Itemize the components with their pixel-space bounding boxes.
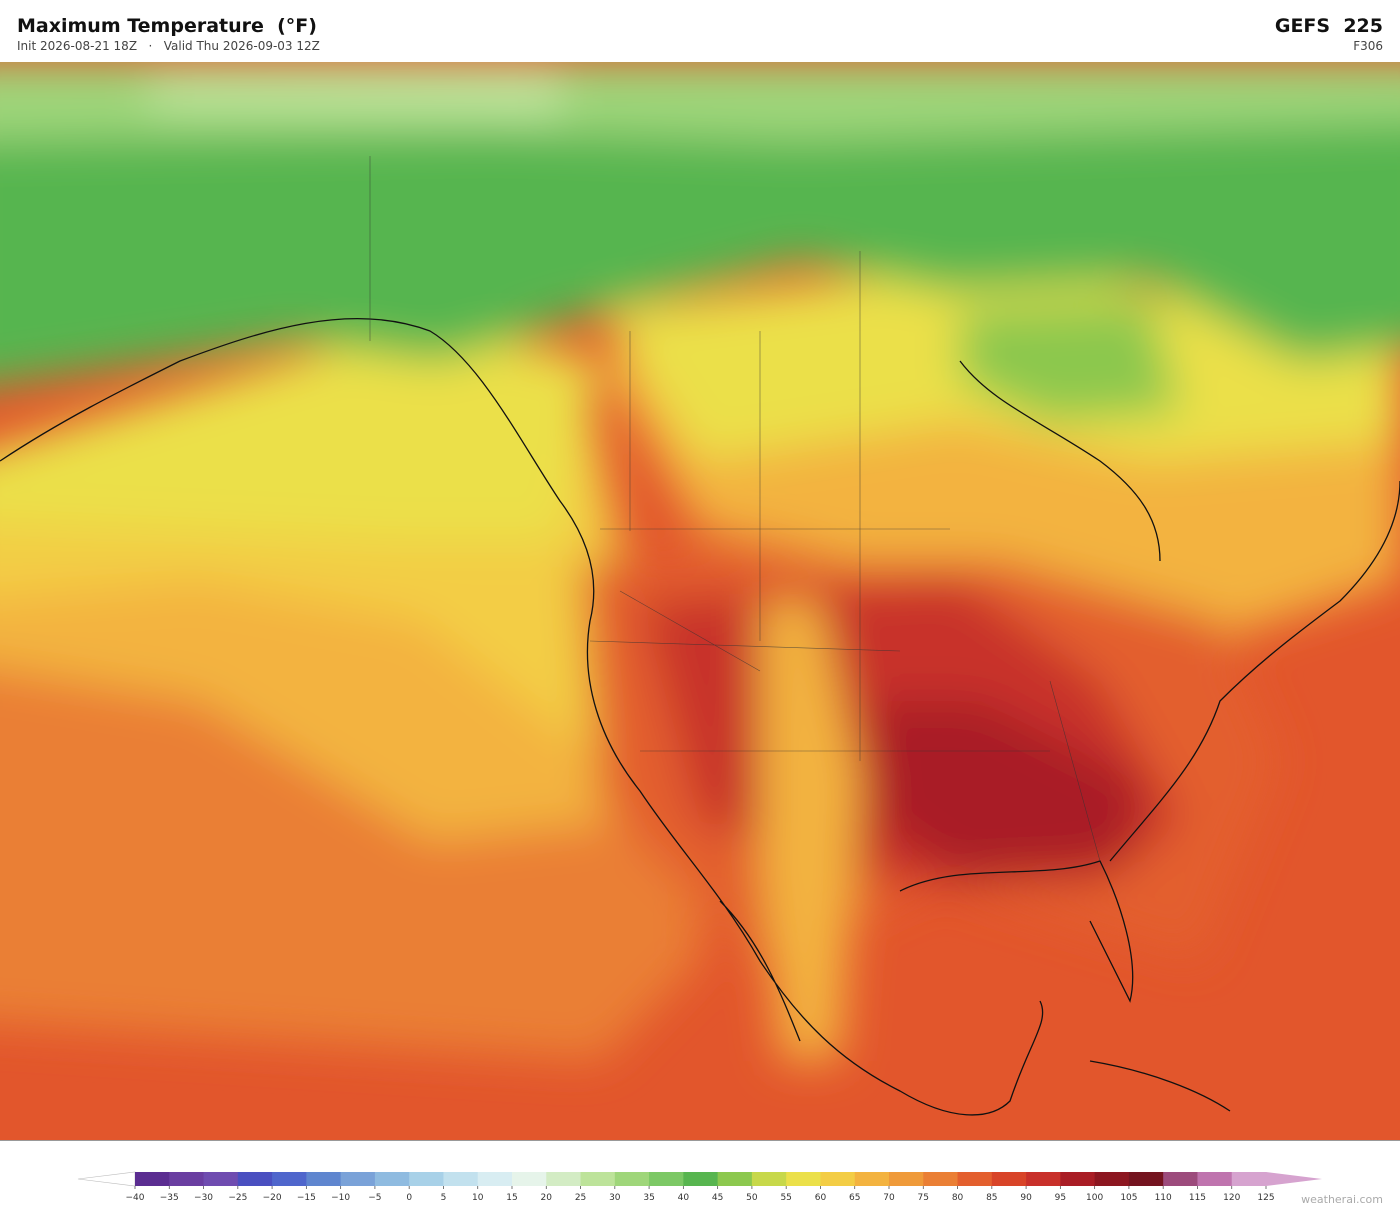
colorbar: −40 −35 −30 −25 −20 −15 −10 −5 0 5 10 15 20 25 30 35 40 4… (77, 1171, 1322, 1203)
colorbar-bin (854, 1172, 890, 1186)
colorbar-bin (786, 1172, 821, 1186)
colorbar-bin (340, 1172, 376, 1186)
colorbar-bin (649, 1172, 684, 1186)
colorbar-bin (1197, 1172, 1233, 1186)
colorbar-bin (1026, 1172, 1061, 1186)
colorbar-bin (820, 1172, 856, 1186)
colorbar-tick-label: 20 (541, 1193, 553, 1203)
colorbar-bin (580, 1172, 616, 1186)
credit: weatherai.com (1301, 1193, 1383, 1206)
colorbar-tick-label: 85 (986, 1193, 997, 1203)
forecast-hour: F306 (1353, 39, 1383, 53)
colorbar-bin (614, 1172, 650, 1186)
colorbar-tick-label: 45 (712, 1193, 723, 1203)
colorbar-bin (683, 1172, 719, 1186)
colorbar-bin (443, 1172, 479, 1186)
colorbar-tick-label: 25 (575, 1193, 586, 1203)
colorbar-bin (169, 1172, 205, 1186)
colorbar-bin (409, 1172, 444, 1186)
colorbar-tick-label: 105 (1120, 1193, 1137, 1203)
colorbar-tick-label: −10 (331, 1193, 350, 1203)
colorbar-tick-label: −40 (126, 1193, 145, 1203)
colorbar-bin (1060, 1172, 1096, 1186)
colorbar-bin (957, 1172, 993, 1186)
colorbar-tick-label: −25 (228, 1193, 247, 1203)
colorbar-tick-label: 50 (746, 1193, 758, 1203)
colorbar-bin (546, 1172, 582, 1186)
colorbar-tick-label: 15 (506, 1193, 517, 1203)
colorbar-under (77, 1171, 136, 1187)
colorbar-tick-label: 55 (780, 1193, 791, 1203)
map (0, 62, 1400, 1140)
colorbar-bin (374, 1172, 410, 1186)
colorbar-bin (237, 1172, 273, 1186)
model: GEFS 225 (1274, 15, 1383, 37)
colorbar-bin (1128, 1172, 1164, 1186)
colorbar-tick-label: 65 (849, 1193, 860, 1203)
colorbar-tick-label: 120 (1223, 1193, 1240, 1203)
colorbar-bin (991, 1172, 1027, 1186)
colorbar-tick-label: −15 (297, 1193, 316, 1203)
colorbar-bin (751, 1172, 787, 1186)
colorbar-over (1266, 1172, 1322, 1186)
colorbar-tick-label: −35 (160, 1193, 179, 1203)
colorbar-bin (135, 1172, 170, 1186)
colorbar-tick-label: 125 (1257, 1193, 1274, 1203)
colorbar-tick-label: 10 (472, 1193, 484, 1203)
borders (369, 156, 1101, 862)
colorbar-bin (1094, 1172, 1130, 1186)
colorbar-bin (889, 1172, 924, 1186)
colorbar-tick-label: 95 (1055, 1193, 1066, 1203)
colorbar-tick-label: 100 (1086, 1193, 1103, 1203)
temperature-field (0, 62, 1400, 1061)
colorbar-bin (1231, 1172, 1267, 1186)
colorbar-tick-label: −5 (368, 1193, 381, 1203)
colorbar-tick-label: 115 (1189, 1193, 1206, 1203)
colorbar-bin (1163, 1172, 1198, 1186)
colorbar-tick-label: −20 (263, 1193, 282, 1203)
colorbar-tick-label: 70 (883, 1193, 895, 1203)
coastline (0, 317, 1400, 1116)
colorbar-bin (923, 1172, 959, 1186)
colorbar-tick-label: 75 (918, 1193, 929, 1203)
colorbar-tick-label: 30 (609, 1193, 621, 1203)
colorbar-bin (203, 1172, 239, 1186)
colorbar-tick-label: 5 (441, 1193, 447, 1203)
colorbar-tick-label: 110 (1155, 1193, 1172, 1203)
colorbar-bin (272, 1172, 307, 1186)
colorbar-tick-label: −30 (194, 1193, 213, 1203)
colorbar-tick-label: 90 (1020, 1193, 1032, 1203)
subtitle: Init 2026-08-21 18Z · Valid Thu 2026-09-… (17, 39, 320, 53)
map-edge (0, 1140, 1400, 1141)
colorbar-tick-label: 35 (643, 1193, 654, 1203)
title: Maximum Temperature (°F) (17, 15, 317, 37)
colorbar-bin (306, 1172, 342, 1186)
colorbar-tick-label: 80 (952, 1193, 964, 1203)
colorbar-bin (512, 1172, 547, 1186)
colorbar-tick-label: 40 (678, 1193, 690, 1203)
colorbar-bin (717, 1172, 753, 1186)
colorbar-tick-label: 60 (815, 1193, 827, 1203)
colorbar-tick-label: 0 (406, 1193, 412, 1203)
colorbar-bin (477, 1172, 513, 1186)
